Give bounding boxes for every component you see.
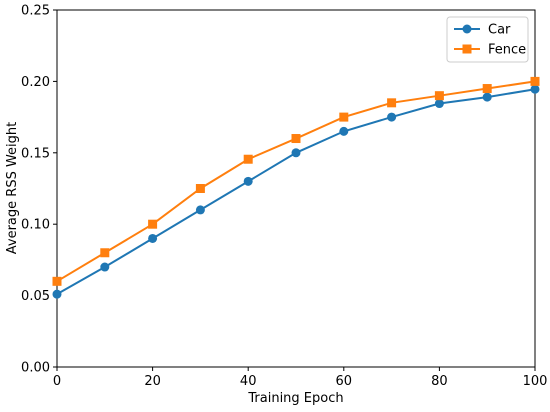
data-point-car [148, 233, 158, 243]
legend-label-fence: Fence [488, 43, 526, 58]
data-point-car [387, 112, 397, 122]
data-point-car [530, 84, 540, 94]
plot-frame [56, 9, 536, 368]
x-tick-label: 80 [431, 374, 448, 389]
x-axis-label: Training Epoch [247, 391, 343, 406]
data-point-fence [339, 112, 349, 122]
y-tick-label: 0.15 [21, 146, 50, 161]
y-tick-label: 0.00 [21, 361, 50, 376]
x-tick-label: 20 [144, 374, 161, 389]
series-line-fence [56, 80, 536, 283]
data-point-car [482, 92, 492, 102]
data-point-fence [530, 76, 540, 86]
axes: 0 20 40 60 80 100 0.00 0.05 0.10 0.15 0.20 0.25 [21, 4, 547, 390]
data-point-fence [243, 154, 253, 164]
x-tick-label: 100 [523, 374, 548, 389]
data-point-fence [291, 134, 301, 144]
data-point-fence [482, 84, 492, 94]
legend: Car Fence [446, 16, 529, 63]
data-point-car [195, 205, 205, 215]
y-tick-label: 0.05 [21, 289, 50, 304]
y-tick-label: 0.25 [21, 4, 50, 19]
data-point-car [434, 99, 444, 109]
data-point-fence [195, 184, 205, 193]
data-point-fence [387, 98, 397, 108]
data-point-fence [434, 91, 444, 101]
legend-label-car: Car [488, 23, 511, 38]
y-tick-label: 0.20 [21, 75, 50, 90]
y-tick-label: 0.10 [21, 218, 50, 233]
y-axis-label: Average RSS Weight [5, 122, 20, 254]
data-point-car [339, 126, 349, 136]
data-point-car [100, 262, 110, 272]
data-point-car [52, 289, 62, 299]
series-layer [52, 76, 540, 299]
series-car [52, 84, 540, 299]
data-point-car [291, 148, 301, 158]
data-point-fence [52, 276, 62, 286]
legend-marker [462, 24, 472, 34]
x-tick-label: 40 [240, 374, 257, 389]
data-point-fence [148, 219, 158, 229]
legend-marker [462, 44, 472, 54]
data-point-fence [100, 248, 110, 258]
series-line-car [56, 88, 536, 296]
x-tick-label: 60 [336, 374, 353, 389]
series-fence [52, 76, 540, 286]
data-point-car [243, 176, 253, 186]
x-tick-label: 0 [53, 374, 61, 389]
